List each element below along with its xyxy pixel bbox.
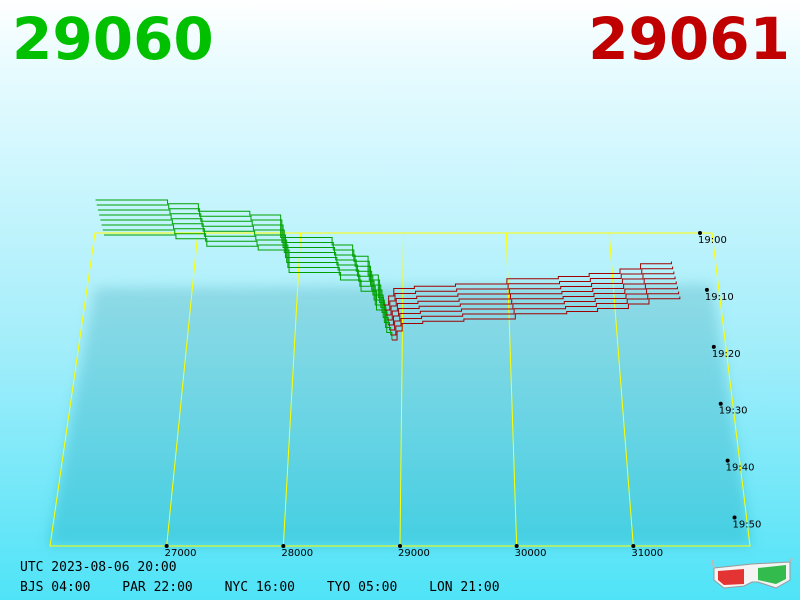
bid-depth-line-3 (99, 214, 388, 320)
axis-ticks: 27000 28000 29000 30000 31000 19:00 19:10 19:20… (164, 231, 762, 559)
y-tick-label: 19:20 (712, 349, 741, 360)
tz-par: PAR 22:00 (122, 580, 193, 595)
y-tick-mark (725, 458, 730, 463)
tz-tyo: TYO 05:00 (326, 580, 398, 595)
y-tick-label: 19:10 (705, 292, 734, 303)
series-lines (95, 199, 681, 341)
x-tick-label: 27000 (165, 548, 197, 559)
y-tick-label: 19:40 (726, 463, 755, 474)
ask-depth-line-0 (383, 261, 672, 306)
grid-line-price (166, 232, 199, 547)
ask-depth-line-1 (384, 266, 674, 311)
floor-shadow (48, 284, 752, 546)
y-tick-label: 19:30 (719, 406, 748, 417)
bid-depth-line-0 (95, 199, 384, 305)
x-tick-mark (164, 544, 169, 548)
grid-line-price (282, 232, 302, 547)
grid-line-price (608, 232, 634, 547)
ask-depth-line-4 (388, 281, 677, 326)
last-price-right: 29061 (588, 5, 790, 73)
tz-nyc: NYC 16:00 (224, 580, 296, 595)
y-tick-mark (711, 344, 716, 349)
bid-depth-line-5 (101, 224, 390, 330)
timezone-row: BJS 04:00 PAR 22:00 NYC 16:00 TYO 05:00 … (20, 580, 524, 595)
grid (49, 232, 751, 547)
x-tick-mark (631, 544, 636, 548)
x-tick-mark (398, 544, 402, 548)
y-tick-label: 19:50 (733, 520, 762, 531)
x-tick-label: 31000 (631, 548, 663, 559)
tz-bjs: BJS 04:00 (20, 580, 91, 595)
bid-depth-line-4 (100, 219, 389, 325)
y-tick-mark (704, 287, 709, 292)
x-tick-label: 28000 (281, 548, 313, 559)
x-tick-mark (514, 544, 519, 548)
ask-depth-line-6 (390, 291, 680, 336)
y-tick-mark (732, 515, 737, 520)
3d-glasses-icon[interactable] (712, 558, 794, 592)
x-tick-label: 29000 (398, 548, 430, 559)
y-tick-label: 19:00 (698, 235, 727, 246)
last-price-left: 29060 (12, 5, 214, 73)
x-tick-label: 30000 (515, 548, 547, 559)
utc-time: UTC 2023-08-06 20:00 (20, 560, 177, 575)
y-tick-mark (718, 401, 723, 406)
bid-depth-line-1 (96, 204, 386, 310)
bid-depth-line-2 (97, 209, 387, 315)
y-tick-mark (698, 231, 702, 235)
x-tick-mark (281, 544, 286, 548)
ask-depth-line-3 (387, 276, 676, 321)
ask-depth-line-5 (389, 286, 678, 331)
grid-line-price (399, 232, 404, 547)
tz-lon: LON 21:00 (429, 580, 500, 595)
ask-depth-line-7 (391, 296, 681, 341)
ask-depth-line-2 (385, 271, 675, 316)
